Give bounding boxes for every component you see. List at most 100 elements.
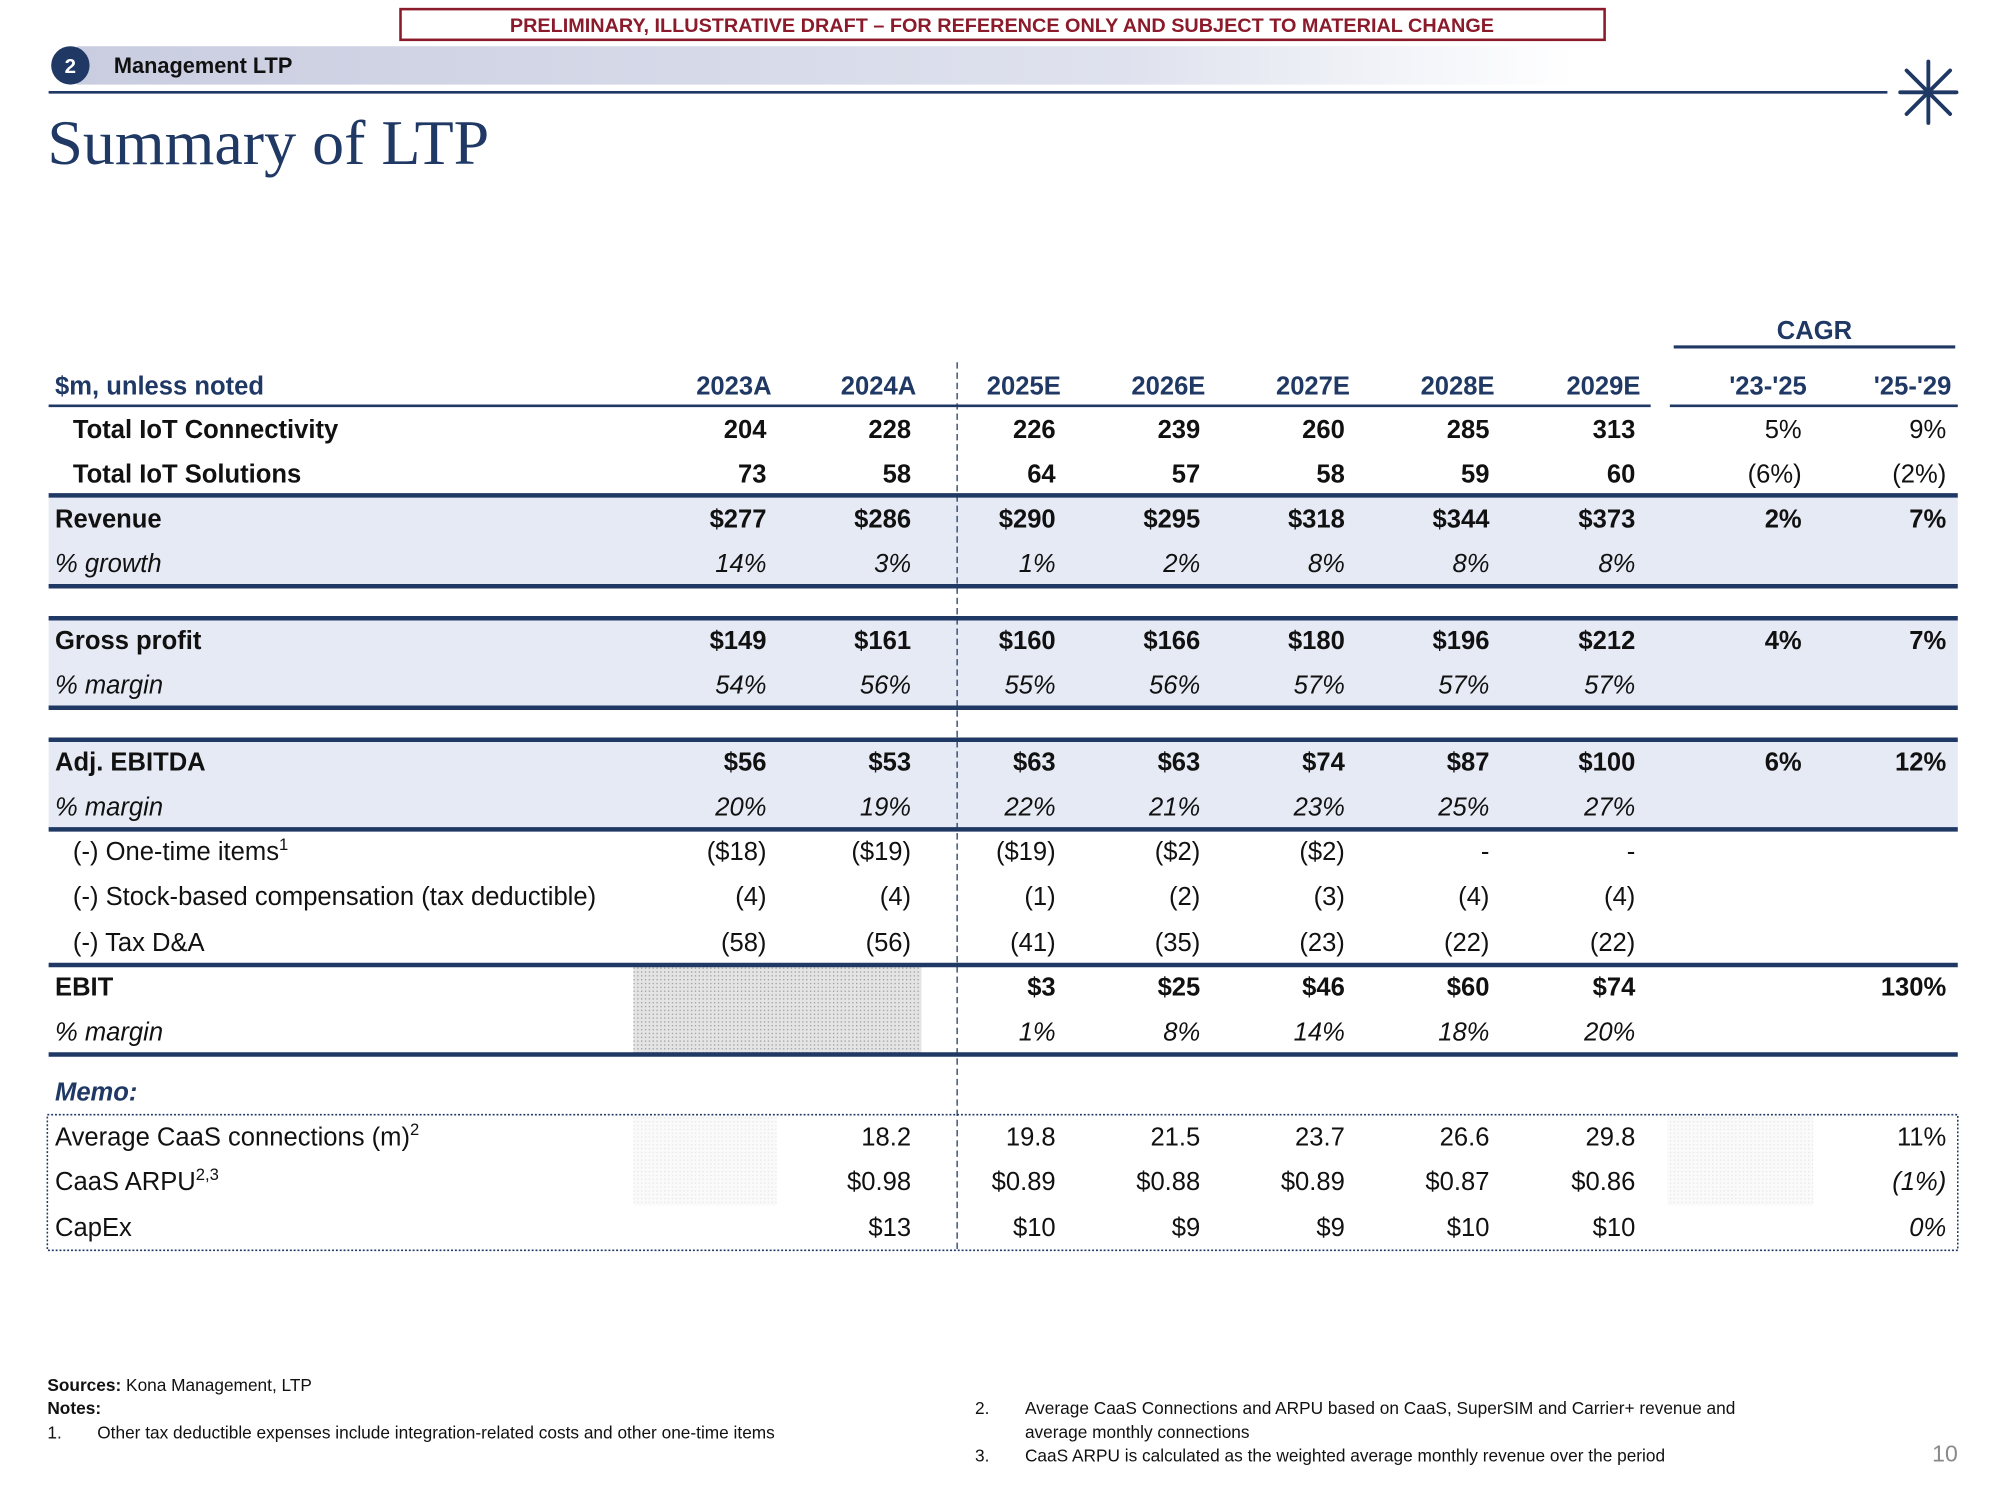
banner-box	[399, 7, 1606, 42]
cagr-cell: (6%)	[1748, 461, 1802, 489]
column-header: 2027E	[1276, 372, 1350, 400]
value-cell: (1)	[1024, 883, 1055, 911]
value-cell: 64	[1027, 461, 1056, 489]
value-cell: (23)	[1299, 929, 1344, 957]
cagr-cell: 12%	[1895, 748, 1946, 776]
value-cell: 19.8	[1006, 1123, 1056, 1151]
value-cell: $87	[1447, 748, 1490, 776]
value-cell: 2%	[1162, 550, 1200, 578]
value-cell: $344	[1433, 505, 1491, 533]
note-text: average monthly connections	[1025, 1422, 1250, 1442]
memo-label: Memo:	[55, 1079, 137, 1107]
value-cell: $277	[710, 505, 767, 533]
row-label-text: Average CaaS connections (m)	[55, 1123, 410, 1151]
cagr-cell: 130%	[1881, 974, 1947, 1002]
value-cell: 14%	[1294, 1018, 1345, 1046]
section-label: Management LTP	[114, 53, 292, 78]
value-cell: $0.89	[992, 1168, 1056, 1196]
value-cell: (3)	[1314, 883, 1345, 911]
row-label-text: % growth	[55, 550, 162, 578]
section-badge	[51, 46, 90, 85]
value-cell: $10	[1013, 1214, 1056, 1242]
value-cell: 55%	[1004, 672, 1055, 700]
section-bar	[76, 46, 1574, 85]
value-cell: 58	[1316, 461, 1344, 489]
value-cell: 27%	[1583, 793, 1635, 821]
value-cell: $0.86	[1571, 1168, 1635, 1196]
value-cell: 21.5	[1150, 1123, 1200, 1151]
value-cell: 14%	[715, 550, 766, 578]
value-cell: (58)	[721, 929, 767, 957]
row-label-text: (-) Stock-based compensation (tax deduct…	[73, 883, 596, 911]
value-cell: (41)	[1010, 929, 1056, 957]
value-cell: 26.6	[1440, 1123, 1490, 1151]
logo	[1898, 59, 1959, 125]
note-number: 3.	[975, 1445, 989, 1465]
cagr-cell: 0%	[1909, 1214, 1946, 1242]
value-cell: $56	[724, 748, 767, 776]
value-cell: 57%	[1438, 672, 1489, 700]
value-cell: $166	[1143, 627, 1200, 655]
sources-text: Kona Management, LTP	[126, 1375, 312, 1395]
value-cell: $0.98	[847, 1168, 911, 1196]
row-label: Total IoT Solutions	[73, 461, 301, 489]
footnote-ref: 2,3	[196, 1165, 219, 1184]
sources: Sources: Kona Management, LTP	[47, 1375, 312, 1395]
sources-label: Sources:	[47, 1375, 121, 1395]
value-cell: (56)	[866, 929, 912, 957]
value-cell: (22)	[1444, 929, 1490, 957]
value-cell: $10	[1593, 1214, 1636, 1242]
cagr-cell: 9%	[1909, 416, 1946, 444]
row-label-text: Gross profit	[55, 627, 202, 655]
value-cell: 60	[1607, 461, 1635, 489]
row-label: % margin	[55, 1018, 163, 1046]
value-cell: 73	[738, 461, 766, 489]
value-cell: 29.8	[1586, 1123, 1636, 1151]
column-header: '25-'29	[1874, 372, 1952, 400]
value-cell: $46	[1302, 974, 1345, 1002]
row-label: Gross profit	[55, 627, 202, 655]
cagr-cell: 11%	[1897, 1123, 1946, 1151]
row-label-text: % margin	[55, 793, 163, 821]
value-cell: $74	[1302, 748, 1345, 776]
note-number: 1.	[47, 1422, 61, 1442]
value-cell: $13	[868, 1214, 911, 1242]
row-label: Revenue	[55, 505, 162, 533]
value-cell: 3%	[874, 550, 911, 578]
value-cell: 57	[1172, 461, 1200, 489]
column-header: 2024A	[841, 372, 916, 400]
value-cell: $0.87	[1425, 1168, 1489, 1196]
cagr-cell: 7%	[1909, 505, 1946, 533]
value-cell: (4)	[735, 883, 766, 911]
footnote-ref: 2	[410, 1120, 419, 1139]
value-cell: 18%	[1438, 1018, 1489, 1046]
column-header: 2026E	[1131, 372, 1205, 400]
table-decor	[46, 345, 1959, 1252]
value-cell: 8%	[1598, 550, 1635, 578]
row-label: (-) Stock-based compensation (tax deduct…	[73, 883, 596, 911]
value-cell: $3	[1027, 974, 1055, 1002]
value-cell: 57%	[1584, 672, 1635, 700]
value-cell: $0.89	[1281, 1168, 1345, 1196]
value-cell: 260	[1302, 416, 1345, 444]
row-label-text: Total IoT Connectivity	[73, 416, 339, 444]
value-cell: 8%	[1452, 550, 1489, 578]
value-cell: -	[1627, 838, 1636, 866]
value-cell: $180	[1288, 627, 1345, 655]
page-number: 10	[1932, 1440, 1958, 1466]
value-cell: $373	[1578, 505, 1635, 533]
cagr-cell: 7%	[1909, 627, 1946, 655]
value-cell: (2)	[1169, 883, 1200, 911]
row-label-text: % margin	[55, 1018, 163, 1046]
row-label-text: Total IoT Solutions	[73, 461, 301, 489]
value-cell: 313	[1593, 416, 1636, 444]
value-cell: 21%	[1148, 793, 1200, 821]
value-cell: $196	[1433, 627, 1490, 655]
value-cell: 204	[724, 416, 767, 444]
row-label: Adj. EBITDA	[55, 748, 206, 776]
note-text: Average CaaS Connections and ARPU based …	[1025, 1398, 1735, 1418]
column-header: 2023A	[696, 372, 771, 400]
value-cell: 226	[1013, 416, 1056, 444]
value-cell: ($2)	[1155, 838, 1200, 866]
value-cell: $9	[1316, 1214, 1344, 1242]
